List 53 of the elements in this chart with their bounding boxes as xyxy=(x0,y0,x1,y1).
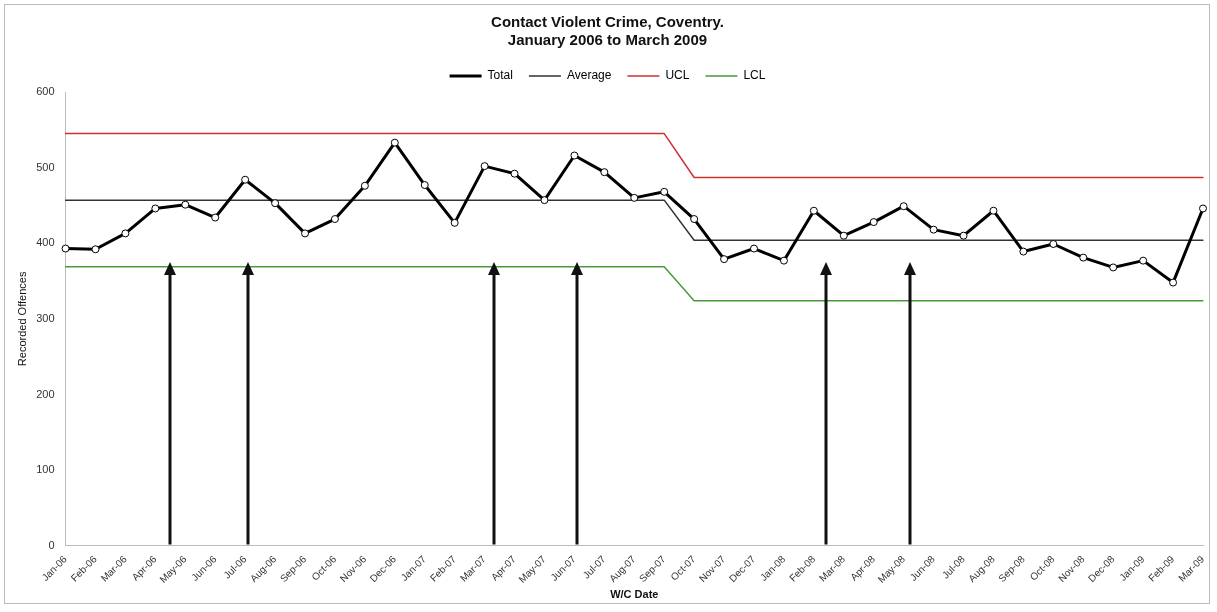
point xyxy=(720,255,729,264)
y-tick-label: 200 xyxy=(36,387,55,400)
point xyxy=(1079,253,1088,262)
y-axis-title: Recorded Offences xyxy=(15,271,28,367)
y-tick-label: 600 xyxy=(36,85,55,98)
point xyxy=(1049,240,1058,248)
point xyxy=(690,215,699,224)
point xyxy=(211,213,220,222)
legend-label: Average xyxy=(566,68,612,83)
y-tick-label: 0 xyxy=(48,538,55,551)
point xyxy=(271,199,280,208)
point xyxy=(869,218,878,227)
point xyxy=(929,225,938,234)
point xyxy=(360,181,369,190)
y-tick-label: 100 xyxy=(36,463,55,476)
point xyxy=(899,202,908,211)
point xyxy=(540,196,549,205)
point xyxy=(420,181,429,190)
point xyxy=(809,206,818,215)
y-tick-label: 300 xyxy=(36,311,55,324)
point xyxy=(510,169,519,178)
point xyxy=(1169,278,1178,287)
y-tick-label: 500 xyxy=(36,160,55,173)
point xyxy=(480,162,489,171)
point xyxy=(989,206,998,215)
point xyxy=(959,231,968,240)
legend-label: UCL xyxy=(665,68,690,83)
point xyxy=(330,215,339,224)
point xyxy=(151,204,160,213)
point xyxy=(301,229,310,238)
point xyxy=(1019,247,1028,256)
point xyxy=(61,244,70,253)
point xyxy=(241,175,250,184)
legend-label: Total xyxy=(487,68,513,83)
chart-title: Contact Violent Crime, Coventry. January 2006 to March 2009 xyxy=(491,13,724,49)
point xyxy=(121,229,130,238)
point xyxy=(1199,204,1207,213)
point xyxy=(750,244,759,253)
point xyxy=(839,231,848,240)
legend-label: LCL xyxy=(743,68,766,83)
point xyxy=(1139,256,1148,265)
point xyxy=(181,200,190,209)
y-tick-label: 400 xyxy=(36,236,55,249)
point xyxy=(660,187,669,196)
point xyxy=(630,193,639,202)
x-axis-title: W/C Date xyxy=(610,588,659,601)
point xyxy=(390,138,399,147)
point xyxy=(600,168,609,177)
point xyxy=(91,245,100,254)
point xyxy=(1109,263,1118,272)
point xyxy=(779,256,788,265)
point xyxy=(450,218,459,227)
point xyxy=(570,151,579,160)
